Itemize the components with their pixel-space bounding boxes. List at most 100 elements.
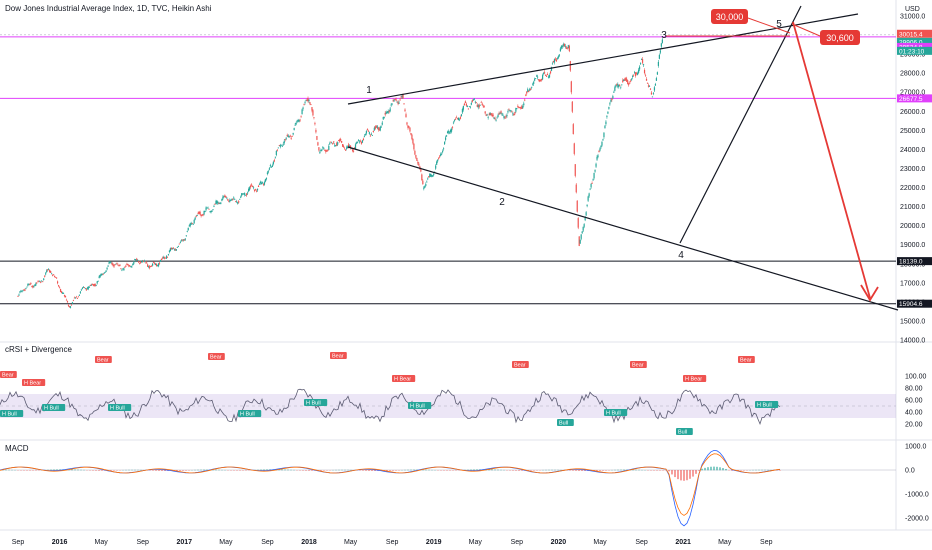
candle-body (88, 286, 90, 288)
candle-body (135, 259, 137, 261)
price-tick-label: 24000.0 (900, 147, 925, 154)
candle-body (114, 264, 116, 266)
candle-body (598, 151, 600, 153)
candle-body (58, 287, 61, 289)
candle-body (505, 116, 507, 118)
candle-body (343, 146, 345, 148)
callout-pointer (791, 23, 821, 37)
candle-body (258, 183, 261, 185)
divergence-tag (392, 375, 416, 382)
macd-histogram-bar (719, 467, 721, 471)
candle-body (520, 107, 522, 109)
candle-body (544, 74, 547, 76)
macd-histogram-bar (101, 470, 103, 471)
candle-body (241, 193, 243, 196)
candle-body (325, 150, 327, 152)
candle-body (335, 145, 337, 147)
macd-histogram-bar (368, 470, 370, 471)
candle-body (387, 111, 389, 114)
candle-body (47, 269, 49, 271)
macd-histogram-bar (632, 469, 634, 471)
divergence-tag (208, 353, 225, 360)
candle-body (225, 196, 227, 198)
candle-body (130, 266, 132, 267)
candle-body (496, 117, 498, 119)
candle-body (555, 59, 558, 62)
macd-histogram-bar (605, 470, 607, 471)
candle-body (394, 99, 396, 101)
candle-body (417, 162, 419, 164)
macd-tick-label: -1000.0 (905, 492, 929, 499)
candle-body (78, 294, 80, 296)
candle-body (314, 123, 316, 125)
macd-histogram-bar (158, 470, 160, 471)
candle-body (283, 140, 285, 144)
candle-body (276, 149, 278, 151)
candle-body (20, 290, 22, 292)
candle-body (243, 193, 245, 195)
candle-body (72, 299, 75, 301)
price-level-tag (897, 37, 932, 46)
candle-body (554, 58, 557, 60)
price-labels: 30015.429906.029534.826677.518139.015904… (897, 29, 932, 308)
candle-body (546, 74, 549, 76)
divergence-tag (755, 401, 779, 408)
candle-body (303, 103, 305, 105)
wave-label: 3 (661, 30, 667, 41)
divergence-tag (604, 409, 628, 416)
price-level-value: 26677.5 (899, 96, 923, 103)
candle-body (215, 201, 217, 204)
candle-body (70, 304, 73, 306)
macd-histogram-bar (218, 469, 220, 471)
candle-body (165, 256, 168, 259)
candle-body (549, 71, 552, 74)
target-callout-box (820, 30, 860, 45)
candle-body (267, 171, 270, 173)
macd-histogram-bar (623, 469, 625, 471)
time-tick-label: 2021 (675, 539, 691, 546)
candle-body (133, 262, 135, 264)
macd-histogram-bar (416, 469, 418, 471)
candle-body (338, 140, 340, 141)
divergence-label: H Bear (685, 377, 702, 383)
macd-histogram-bar (761, 469, 763, 471)
candle-body (122, 268, 124, 270)
candle-body (495, 119, 497, 121)
candle-body (92, 284, 94, 286)
candle-body (451, 126, 454, 128)
target-callout-box (711, 9, 748, 24)
candle-body (470, 102, 472, 105)
candle-body (301, 109, 303, 115)
candle-body (594, 170, 596, 172)
candle-body (409, 127, 411, 132)
candle-body (137, 259, 139, 261)
divergence-label: H Bull (2, 412, 17, 418)
candle-body (432, 175, 434, 177)
candle-body (146, 262, 148, 264)
candle-body (61, 292, 64, 294)
candle-body (486, 114, 488, 116)
candle-body (411, 134, 413, 139)
macd-histogram-bar (77, 469, 79, 471)
candle-body (445, 135, 448, 137)
candle-body (82, 286, 84, 288)
candle-body (402, 94, 404, 99)
divergence-label: H Bear (394, 377, 411, 383)
macd-histogram-bar (200, 469, 202, 471)
macd-histogram-bar (683, 470, 685, 481)
macd-histogram-bar (695, 470, 697, 474)
candle-body (153, 263, 156, 265)
candle-body (461, 108, 464, 113)
wave-label: 4 (678, 250, 684, 261)
candle-body (403, 103, 405, 105)
candle-body (360, 141, 363, 144)
candle-body (626, 78, 628, 82)
candle-body (437, 159, 439, 162)
candle-body (73, 297, 76, 299)
divergence-label: H Bull (110, 406, 125, 412)
time-tick-label: Sep (261, 539, 274, 546)
candle-body (257, 185, 260, 187)
candle-body (235, 201, 237, 202)
candle-body (223, 196, 225, 198)
